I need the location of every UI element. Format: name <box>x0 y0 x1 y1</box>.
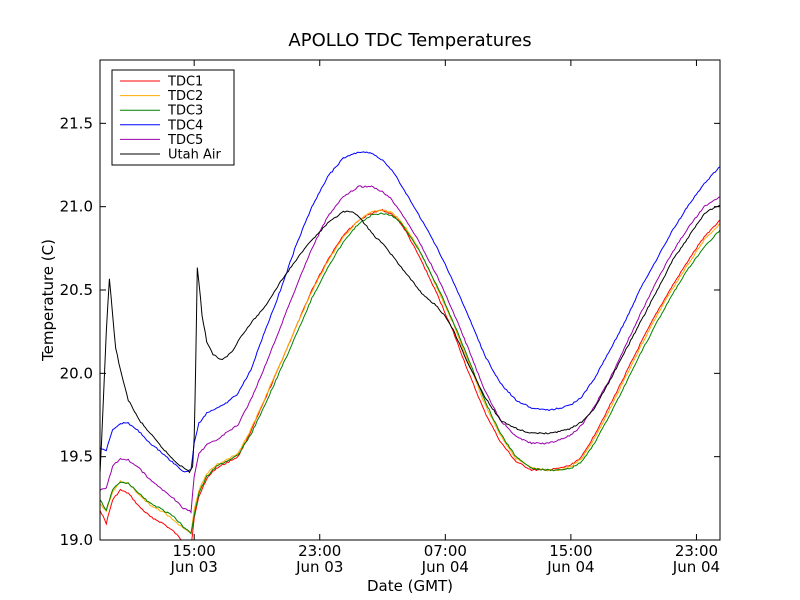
y-tick-label: 19.0 <box>60 531 93 549</box>
series-line-tdc2 <box>100 209 720 534</box>
x-tick-label-date: Jun 04 <box>672 558 720 576</box>
series-line-tdc4 <box>100 151 720 473</box>
x-tick-label-date: Jun 03 <box>170 558 218 576</box>
x-tick-label-time: 15:00 <box>173 542 216 560</box>
legend-label-utah-air: Utah Air <box>168 148 221 163</box>
chart-title: APOLLO TDC Temperatures <box>288 30 531 51</box>
y-axis-label: Temperature (C) <box>39 239 57 362</box>
legend-label-tdc4: TDC4 <box>167 118 203 133</box>
x-tick-label-time: 23:00 <box>298 542 341 560</box>
x-tick-label-time: 07:00 <box>424 542 467 560</box>
y-tick-label: 20.5 <box>60 281 93 299</box>
legend-label-tdc5: TDC5 <box>167 133 203 148</box>
series-layer <box>100 151 720 540</box>
y-tick-label: 20.0 <box>60 364 93 382</box>
plot-frame <box>99 59 721 541</box>
y-tick-label: 21.0 <box>60 198 93 216</box>
x-tick-label-date: Jun 04 <box>546 558 594 576</box>
legend-label-tdc2: TDC2 <box>167 89 203 104</box>
series-line-tdc5 <box>100 185 720 514</box>
x-tick-label-date: Jun 03 <box>295 558 343 576</box>
series-line-tdc1 <box>100 208 720 540</box>
series-line-utah-air <box>100 204 720 474</box>
y-tick-label: 19.5 <box>60 448 93 466</box>
x-tick-label-date: Jun 04 <box>421 558 469 576</box>
legend-label-tdc3: TDC3 <box>167 104 203 119</box>
x-axis-label: Date (GMT) <box>367 577 453 595</box>
series-line-tdc3 <box>100 212 720 535</box>
x-tick-label-time: 23:00 <box>675 542 718 560</box>
x-tick-label-time: 15:00 <box>549 542 592 560</box>
y-tick-label: 21.5 <box>60 114 93 132</box>
legend-label-tdc1: TDC1 <box>167 75 203 90</box>
legend-box <box>111 69 235 166</box>
